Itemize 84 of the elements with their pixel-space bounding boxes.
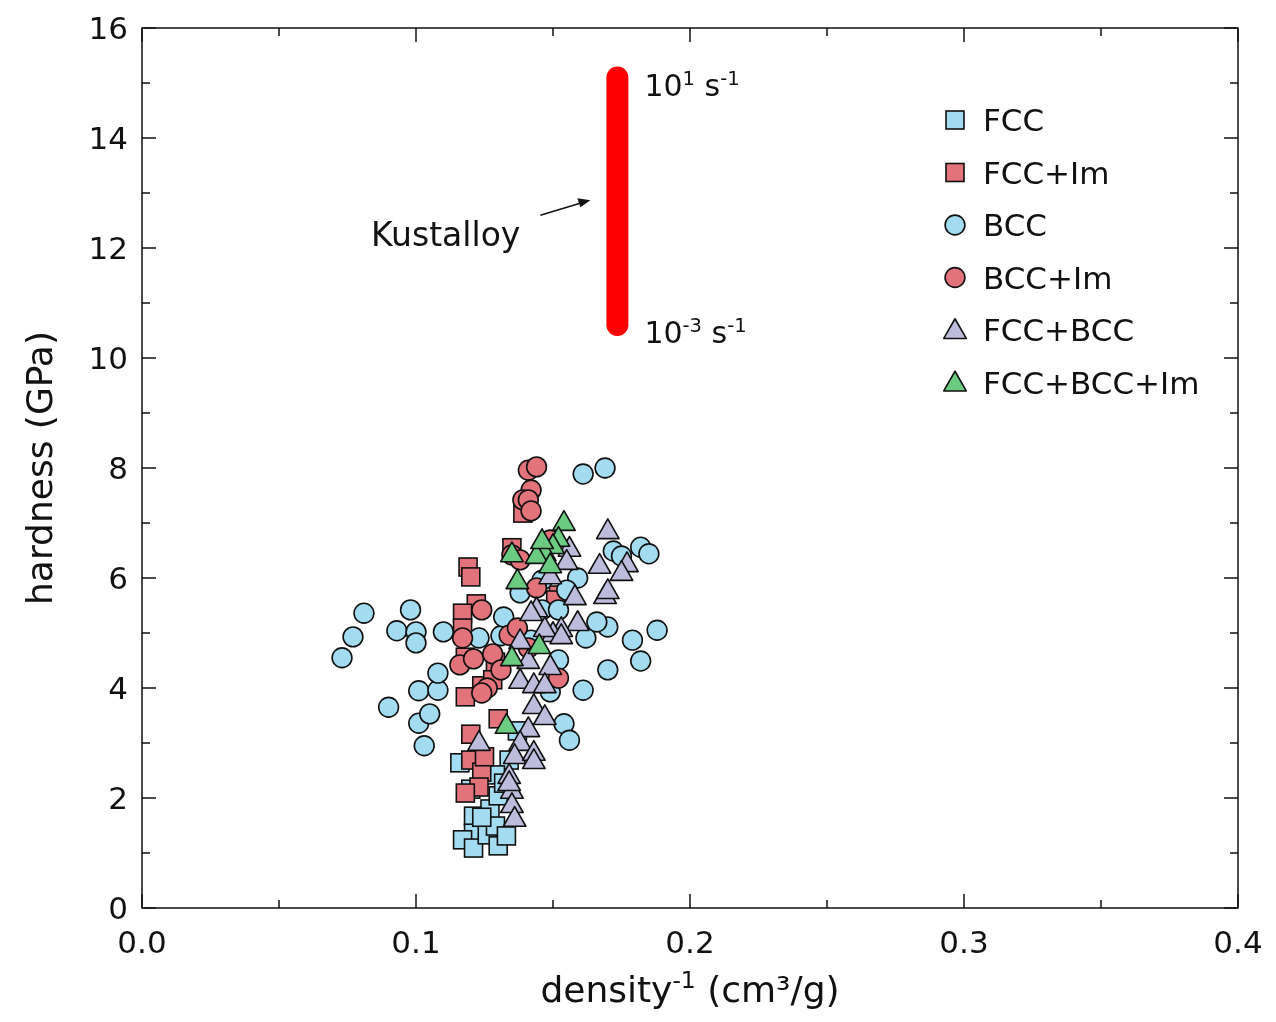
point <box>629 650 652 672</box>
point <box>597 659 619 681</box>
y-tick-label: 16 <box>88 10 128 46</box>
text: Kustalloy <box>371 215 521 255</box>
point <box>461 567 481 587</box>
point <box>494 712 519 735</box>
legend-label: FCC <box>983 102 1045 138</box>
point <box>595 518 620 540</box>
point <box>471 807 492 828</box>
x-tick-label: 0.1 <box>391 924 441 960</box>
y-tick-label: 10 <box>88 340 128 376</box>
y-tick-label: 4 <box>108 670 128 706</box>
point <box>565 609 590 632</box>
point <box>427 662 449 684</box>
point <box>638 543 660 565</box>
point <box>538 653 563 676</box>
point <box>527 633 552 655</box>
point <box>342 626 364 648</box>
point <box>413 735 435 757</box>
point <box>586 611 608 633</box>
y-tick-label: 6 <box>108 560 128 596</box>
point <box>532 616 557 638</box>
point <box>432 621 455 643</box>
x-axis-title: density$^{-1}$ (cm³/g) <box>540 966 840 1010</box>
y-tick-label: 8 <box>108 450 128 486</box>
point <box>595 578 620 600</box>
point <box>496 826 517 846</box>
point <box>462 648 485 670</box>
y-tick-label: 0 <box>108 890 128 926</box>
point <box>505 568 530 590</box>
x-tick-label: 0.2 <box>665 924 715 960</box>
point <box>471 599 493 621</box>
point <box>377 696 400 718</box>
point <box>520 500 542 522</box>
point <box>538 552 563 574</box>
legend-label: FCC+BCC+Im <box>983 364 1200 401</box>
point <box>562 584 587 606</box>
point <box>408 680 430 702</box>
point <box>621 629 644 651</box>
y-tick-label: 12 <box>88 230 128 266</box>
point <box>508 628 533 650</box>
point <box>549 623 574 645</box>
legend-label: BCC <box>983 207 1048 243</box>
annotation: 10$^{-3}$ s$^{-1}$ <box>644 313 747 350</box>
x-tick-label: 0.0 <box>117 924 167 960</box>
point <box>558 729 581 751</box>
point <box>502 743 527 765</box>
point <box>646 619 668 641</box>
point <box>419 703 441 725</box>
point <box>532 672 557 694</box>
point <box>466 729 492 752</box>
point <box>547 599 570 621</box>
legend-label: BCC+Im <box>983 259 1113 296</box>
legend-label: FCC+BCC <box>983 312 1135 348</box>
point <box>399 599 422 621</box>
point <box>519 600 544 622</box>
point <box>405 632 427 654</box>
point <box>353 602 375 624</box>
y-tick-label: 2 <box>108 780 128 816</box>
y-tick-label: 14 <box>88 120 128 156</box>
point <box>331 647 353 669</box>
point <box>499 645 524 667</box>
point <box>529 528 555 550</box>
point <box>594 457 616 479</box>
point <box>386 620 408 642</box>
legend-label: FCC+Im <box>983 154 1110 191</box>
point <box>451 627 474 649</box>
point <box>525 456 548 478</box>
point <box>482 643 504 665</box>
point <box>532 704 557 726</box>
annotation: 10$^{1}$ s$^{-1}$ <box>644 66 740 103</box>
point <box>572 463 594 485</box>
point <box>587 552 612 575</box>
point <box>455 783 476 803</box>
point <box>572 679 594 701</box>
point <box>497 770 522 792</box>
point <box>471 682 493 704</box>
point <box>551 509 577 532</box>
x-tick-label: 0.3 <box>939 924 989 960</box>
y-axis-title: hardness (GPa) <box>19 331 60 605</box>
point <box>521 748 546 770</box>
point <box>609 559 634 582</box>
x-tick-label: 0.4 <box>1213 924 1263 960</box>
point <box>502 805 527 828</box>
